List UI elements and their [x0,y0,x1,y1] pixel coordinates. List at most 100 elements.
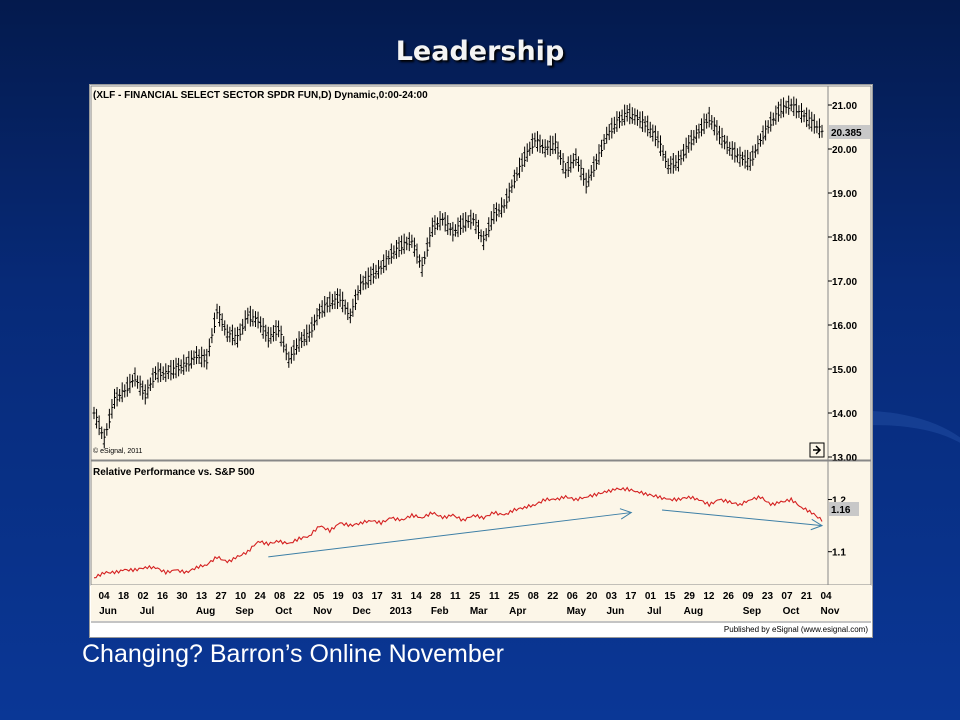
date-tick-label: 03 [352,591,364,602]
price-bar [530,133,534,154]
price-bar [753,144,757,158]
date-tick-label: 24 [255,591,267,602]
price-bar [497,203,501,218]
price-bar [164,363,168,382]
price-bar [771,112,775,126]
price-bar [566,156,570,177]
price-bar [671,152,675,174]
price-bar [128,373,132,394]
price-bar [156,362,160,383]
date-tick-label: 15 [664,591,676,602]
price-bar [666,158,670,174]
price-bar [341,291,345,313]
price-bar [799,103,803,123]
price-bar [617,111,621,129]
price-bar [92,406,96,420]
rel-panel-bg [90,460,829,586]
date-axis-bg [91,585,871,621]
price-bar [653,125,657,147]
price-bar [412,237,416,257]
price-bar [607,123,611,141]
price-bar [648,121,652,138]
price-bar [305,324,309,346]
price-bar [223,320,227,336]
price-bar [279,325,283,347]
price-bar [487,217,491,238]
price-bar [323,296,327,317]
date-tick-label: 25 [508,591,520,602]
price-bar [359,274,363,295]
price-bar [518,157,522,178]
price-bar [623,104,627,126]
price-bar [315,308,319,326]
date-tick-label: 22 [547,591,559,602]
price-bar [687,134,691,153]
price-axis-bg [827,85,872,461]
price-bar [807,109,811,130]
price-bar [769,111,773,132]
price-bar [187,351,191,372]
price-bar [192,350,196,365]
price-bar [310,316,314,338]
price-tick-label: 19.00 [832,189,857,200]
month-label: Oct [275,606,292,617]
price-bar [692,130,696,146]
price-bar [348,308,352,324]
price-bar [779,98,783,119]
price-bar [735,148,739,163]
price-bar [741,151,745,166]
price-bar [789,98,793,112]
price-bar [635,109,639,126]
price-bar [815,120,819,134]
price-bar [535,131,539,152]
price-bar [784,100,788,114]
date-tick-label: 06 [567,591,579,602]
price-bar [95,408,99,429]
price-bar [664,150,668,168]
price-bar [171,359,175,379]
price-bar [295,338,299,355]
price-bar [166,365,170,380]
trend-arrow [268,508,633,558]
price-bar [684,137,688,159]
scroll-right-icon[interactable] [809,442,825,458]
price-bar [471,212,475,226]
price-bar [546,140,550,155]
date-tick-label: 31 [391,591,403,602]
price-bar [597,144,601,165]
date-tick-label: 09 [742,591,754,602]
price-panel-bg [90,85,829,461]
price-bar [374,264,378,280]
rel-axis-bg [827,460,872,586]
price-bar [805,107,809,128]
price-bar [138,375,142,396]
price-bar [205,348,209,370]
price-bar [353,289,357,311]
price-bar [123,384,127,398]
price-bar [461,212,465,233]
date-tick-label: 10 [235,591,247,602]
price-bar [528,141,532,156]
date-tick-label: 22 [294,591,306,602]
price-bar [243,310,247,332]
price-bar [212,312,216,334]
price-bar [541,139,545,154]
price-bar [661,145,665,161]
month-label: Oct [783,606,800,617]
esignal-chart: (XLF - FINANCIAL SELECT SECTOR SPDR FUN,… [89,84,873,638]
price-bar [428,227,432,248]
date-tick-label: 18 [118,591,130,602]
price-bar [425,237,429,257]
price-bar [269,327,273,344]
price-bar [120,382,124,403]
price-bar [125,376,129,397]
month-label: Jul [140,606,155,617]
month-label: Mar [470,606,488,617]
date-tick-label: 12 [703,591,715,602]
date-tick-label: 14 [411,591,423,602]
price-bar [118,388,122,402]
date-tick-label: 21 [801,591,813,602]
price-bar [387,250,391,265]
price-bar [482,230,486,251]
price-bar [656,130,660,149]
